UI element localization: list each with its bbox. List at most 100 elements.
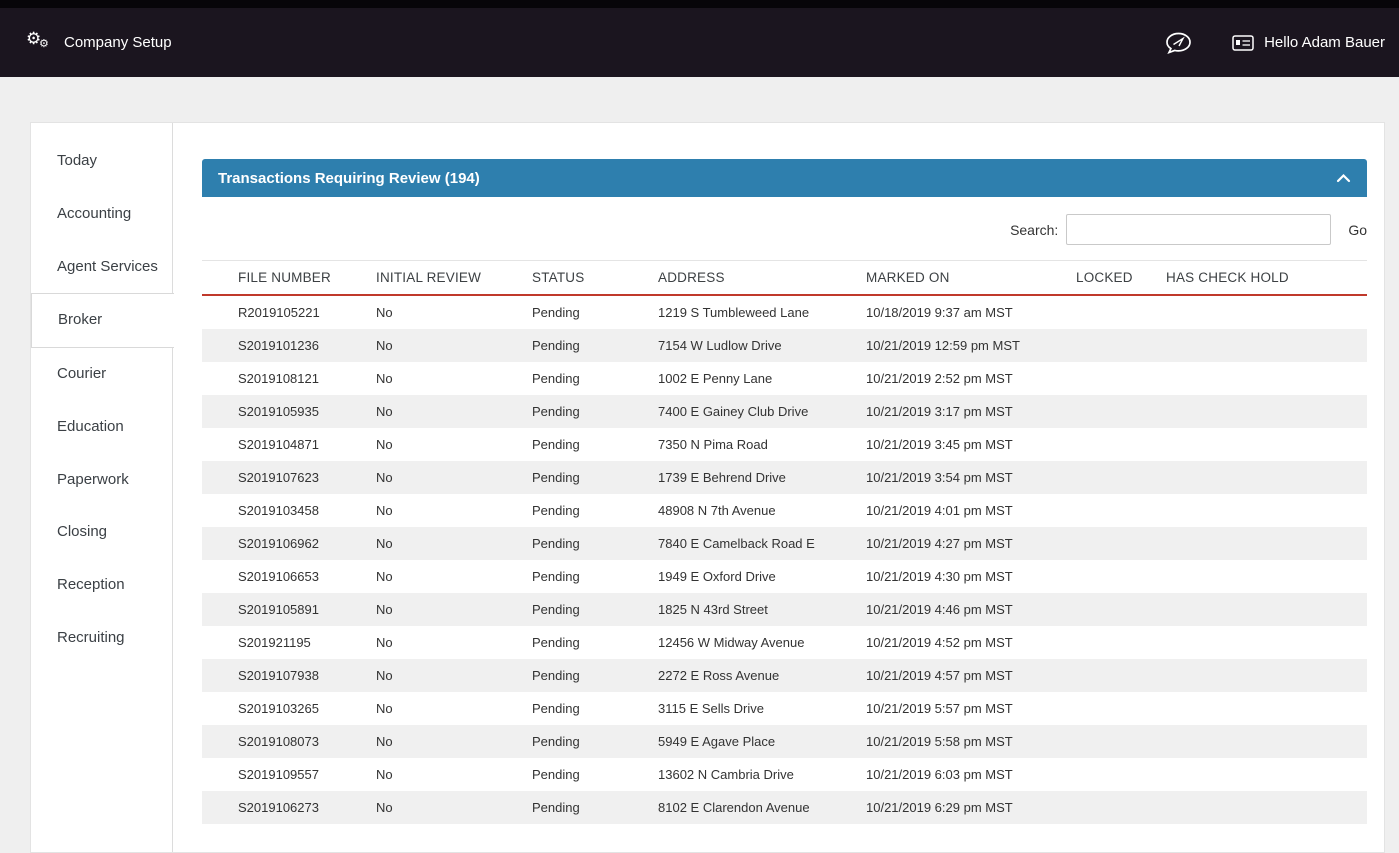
company-setup-nav[interactable]: ⚙ ⚙ Company Setup: [26, 29, 172, 54]
table-cell: 1002 E Penny Lane: [658, 371, 773, 386]
table-cell: [1076, 428, 1166, 461]
table-cell: No: [376, 371, 393, 386]
table-row[interactable]: S2019105935 No Pending 7400 E Gainey Club D…: [202, 395, 1367, 428]
table-cell: [1166, 295, 1367, 329]
column-header[interactable]: FILE NUMBER: [202, 260, 376, 296]
table-cell: No: [376, 701, 393, 716]
main-content: Transactions Requiring Review (194) Sear…: [173, 123, 1384, 852]
table-cell: No: [376, 635, 393, 650]
sidebar-item-recruiting[interactable]: Recruiting: [57, 628, 125, 646]
greeting-text: Hello Adam Bauer: [1264, 34, 1385, 51]
column-header[interactable]: ADDRESS: [658, 260, 866, 296]
sidebar-item-accounting[interactable]: Accounting: [57, 204, 132, 222]
table-cell: 10/21/2019 3:54 pm MST: [866, 470, 1013, 485]
table-cell: No: [376, 305, 393, 320]
topbar-right: Hello Adam Bauer: [1165, 32, 1385, 54]
table-cell: S2019109557: [238, 767, 319, 782]
column-header[interactable]: MARKED ON: [866, 260, 1076, 296]
table-cell: Pending: [532, 503, 580, 518]
sidebar-item-agent-services[interactable]: Agent Services: [57, 257, 158, 275]
table-cell: [1166, 593, 1367, 626]
table-row[interactable]: S2019107938 No Pending 2272 E Ross Avenue 10…: [202, 659, 1367, 692]
chat-bubble-icon[interactable]: [1165, 32, 1192, 54]
table-row[interactable]: S2019106273 No Pending 8102 E Clarendon Ave…: [202, 791, 1367, 824]
table-cell: 8102 E Clarendon Avenue: [658, 800, 810, 815]
table-cell: 10/21/2019 5:57 pm MST: [866, 701, 1013, 716]
table-row[interactable]: S2019109557 No Pending 13602 N Cambria Driv…: [202, 758, 1367, 791]
table-cell: 7154 W Ludlow Drive: [658, 338, 782, 353]
sidebar-item-today[interactable]: Today: [57, 152, 98, 169]
search-input[interactable]: [1066, 214, 1332, 245]
table-cell: Pending: [532, 404, 580, 419]
table-cell: No: [376, 569, 393, 584]
sidebar-item-paperwork[interactable]: Paperwork: [57, 470, 129, 488]
table-cell: Pending: [532, 602, 580, 617]
table-row[interactable]: S2019108073 No Pending 5949 E Agave Place 10…: [202, 725, 1367, 758]
table-cell: Pending: [532, 371, 580, 386]
table-header-row: FILE NUMBER INITIAL REVIEW STATUS ADDRESS MA…: [202, 260, 1367, 296]
table-cell: 12456 W Midway Avenue: [658, 635, 805, 650]
table-row[interactable]: S2019104871 No Pending 7350 N Pima Road 10/2…: [202, 428, 1367, 461]
chevron-up-icon[interactable]: [1336, 173, 1351, 183]
table-cell: S2019108073: [238, 734, 319, 749]
table-row[interactable]: S2019106962 No Pending 7840 E Camelback Roa…: [202, 527, 1367, 560]
table-cell: [1166, 428, 1367, 461]
table-cell: [1166, 659, 1367, 692]
table-row[interactable]: S2019101236 No Pending 7154 W Ludlow Drive 1…: [202, 329, 1367, 362]
table-row[interactable]: S2019103458 No Pending 48908 N 7th Avenue 10…: [202, 494, 1367, 527]
table-row[interactable]: S2019105891 No Pending 1825 N 43rd Street 10…: [202, 593, 1367, 626]
table-cell: No: [376, 437, 393, 452]
table-row[interactable]: R2019105221 No Pending 1219 S Tumbleweed La…: [202, 295, 1367, 329]
table-cell: 10/21/2019 4:57 pm MST: [866, 668, 1013, 683]
sidebar-item-reception[interactable]: Reception: [57, 576, 125, 593]
table-row[interactable]: S2019103265 No Pending 3115 E Sells Drive 10…: [202, 692, 1367, 725]
table-cell: 10/21/2019 12:59 pm MST: [866, 338, 1020, 353]
go-button[interactable]: Go: [1348, 221, 1367, 238]
sidebar-item-courier[interactable]: Courier: [57, 365, 107, 382]
table-cell: No: [376, 800, 393, 815]
table-cell: 5949 E Agave Place: [658, 734, 776, 749]
table-row[interactable]: S2019108121 No Pending 1002 E Penny Lane 10/…: [202, 362, 1367, 395]
table-cell: [1166, 626, 1367, 659]
table-row[interactable]: S2019107623 No Pending 1739 E Behrend Drive…: [202, 461, 1367, 494]
table-cell: S2019105891: [238, 602, 319, 617]
table-cell: [1076, 494, 1166, 527]
column-header[interactable]: HAS CHECK HOLD: [1166, 260, 1367, 296]
table-cell: 10/21/2019 4:01 pm MST: [866, 503, 1013, 518]
table-cell: S2019107938: [238, 668, 319, 683]
table-cell: No: [376, 668, 393, 683]
table-cell: [1076, 560, 1166, 593]
panel-header[interactable]: Transactions Requiring Review (194): [202, 159, 1367, 197]
table-cell: Pending: [532, 536, 580, 551]
table-cell: [1076, 791, 1166, 824]
table-cell: 10/21/2019 3:17 pm MST: [866, 404, 1013, 419]
table-cell: 7350 N Pima Road: [658, 437, 768, 452]
table-cell: [1166, 758, 1367, 791]
table-cell: [1076, 395, 1166, 428]
table-cell: 48908 N 7th Avenue: [658, 503, 776, 518]
table-cell: 10/21/2019 5:58 pm MST: [866, 734, 1013, 749]
table-cell: S201921195: [238, 635, 311, 650]
table-row[interactable]: S201921195 No Pending 12456 W Midway Avenue…: [202, 626, 1367, 659]
sidebar: Today Accounting Agent Services Broker Couri…: [31, 123, 174, 852]
table-cell: [1076, 626, 1166, 659]
column-header[interactable]: INITIAL REVIEW: [376, 260, 532, 296]
table-cell: 10/21/2019 4:30 pm MST: [866, 569, 1013, 584]
table-cell: [1076, 593, 1166, 626]
table-cell: Pending: [532, 569, 580, 584]
table-row[interactable]: S2019106653 No Pending 1949 E Oxford Drive 1…: [202, 560, 1367, 593]
column-header[interactable]: STATUS: [532, 260, 658, 296]
column-header[interactable]: LOCKED: [1076, 260, 1166, 296]
sidebar-item-education[interactable]: Education: [57, 417, 124, 435]
table-cell: No: [376, 734, 393, 749]
table-cell: 10/21/2019 4:27 pm MST: [866, 536, 1013, 551]
user-menu[interactable]: Hello Adam Bauer: [1232, 34, 1385, 51]
sidebar-item-closing[interactable]: Closing: [57, 523, 108, 541]
table-cell: 10/21/2019 3:45 pm MST: [866, 437, 1013, 452]
table-cell: 1949 E Oxford Drive: [658, 569, 776, 584]
table-cell: Pending: [532, 734, 580, 749]
sidebar-item-broker[interactable]: Broker: [31, 293, 174, 348]
table-cell: S2019106653: [238, 569, 319, 584]
table-cell: [1076, 329, 1166, 362]
table-cell: 10/21/2019 4:52 pm MST: [866, 635, 1013, 650]
